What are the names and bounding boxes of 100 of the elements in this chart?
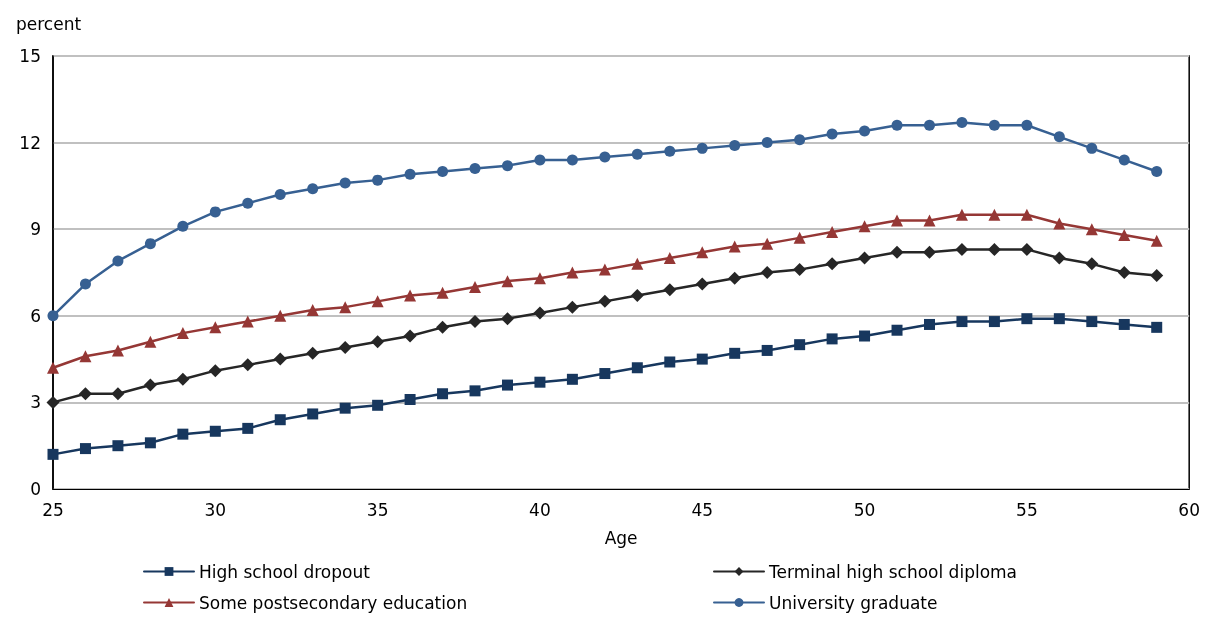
- x-tick-label: 55: [1016, 499, 1038, 520]
- point: [565, 300, 579, 314]
- point: [79, 350, 92, 363]
- x-tick-label: 50: [853, 499, 876, 520]
- point: [273, 352, 287, 366]
- point: [664, 356, 676, 368]
- point: [664, 145, 676, 157]
- point: [274, 414, 286, 426]
- point: [599, 368, 611, 380]
- point: [728, 271, 742, 285]
- point: [760, 266, 774, 279]
- point: [923, 318, 935, 330]
- point: [534, 376, 546, 388]
- point: [1052, 251, 1066, 265]
- point: [403, 329, 417, 343]
- point: [695, 277, 709, 291]
- point: [143, 378, 157, 392]
- point: [79, 443, 91, 455]
- point: [599, 151, 611, 163]
- point: [1118, 228, 1131, 241]
- point: [177, 428, 189, 440]
- point: [436, 320, 450, 334]
- point: [209, 321, 222, 334]
- point: [533, 306, 547, 320]
- point: [1151, 321, 1163, 333]
- y-tick-label: 0: [30, 479, 41, 499]
- point: [859, 125, 871, 137]
- point: [339, 301, 352, 314]
- y-tick-label: 9: [30, 219, 41, 240]
- point: [891, 119, 903, 131]
- point: [468, 315, 482, 329]
- point: [825, 257, 839, 271]
- point: [144, 437, 156, 449]
- point: [437, 165, 449, 177]
- point: [598, 294, 612, 308]
- point: [1086, 142, 1098, 154]
- point: [79, 278, 91, 290]
- point: [307, 183, 319, 195]
- point: [1150, 234, 1163, 247]
- point: [761, 344, 773, 356]
- y-tick-label: 15: [19, 46, 41, 66]
- point: [1151, 165, 1163, 177]
- point: [729, 347, 741, 359]
- point: [46, 395, 60, 409]
- point: [242, 197, 254, 209]
- point: [209, 206, 221, 218]
- point: [241, 358, 255, 372]
- point: [955, 208, 968, 221]
- x-tick-label: 30: [204, 499, 227, 520]
- point: [663, 252, 676, 265]
- point: [1053, 131, 1065, 143]
- point: [1150, 268, 1164, 282]
- point: [534, 154, 546, 166]
- point: [631, 257, 644, 270]
- point: [241, 315, 254, 328]
- point: [891, 324, 903, 336]
- point: [469, 385, 481, 397]
- y-tick-label: 3: [30, 392, 41, 413]
- point: [404, 168, 416, 180]
- point: [761, 137, 773, 149]
- y-axis-title: percent: [16, 13, 82, 34]
- x-tick-label: 45: [691, 499, 714, 520]
- point: [793, 263, 807, 277]
- point: [47, 361, 59, 374]
- point: [858, 251, 872, 265]
- point: [956, 116, 968, 128]
- point: [469, 163, 481, 175]
- x-axis-title: Age: [604, 527, 638, 548]
- legend-label: Terminal high school diploma: [768, 561, 1018, 582]
- point: [372, 174, 384, 186]
- point: [988, 316, 1000, 328]
- point: [890, 245, 904, 259]
- point: [566, 266, 579, 279]
- x-tick-label: 25: [42, 499, 64, 520]
- point: [859, 330, 871, 342]
- point: [1118, 154, 1130, 166]
- point: [78, 387, 92, 401]
- point: [209, 425, 221, 437]
- point: [1086, 316, 1098, 328]
- point: [1117, 266, 1131, 279]
- point: [533, 272, 546, 285]
- point: [339, 402, 351, 414]
- point: [274, 309, 287, 322]
- point: [112, 440, 124, 452]
- point: [793, 231, 806, 244]
- point: [988, 208, 1001, 221]
- point: [372, 399, 384, 411]
- point: [1085, 223, 1098, 236]
- point: [1020, 208, 1033, 221]
- legend-label: University graduate: [769, 592, 938, 613]
- point: [729, 139, 741, 151]
- legend-label: Some postsecondary education: [199, 592, 468, 613]
- point: [501, 160, 513, 172]
- point: [1021, 119, 1033, 131]
- point: [47, 310, 59, 322]
- point: [306, 346, 320, 360]
- point: [891, 214, 904, 227]
- point: [566, 154, 578, 166]
- point: [176, 372, 190, 386]
- x-tick-label: 40: [529, 499, 551, 520]
